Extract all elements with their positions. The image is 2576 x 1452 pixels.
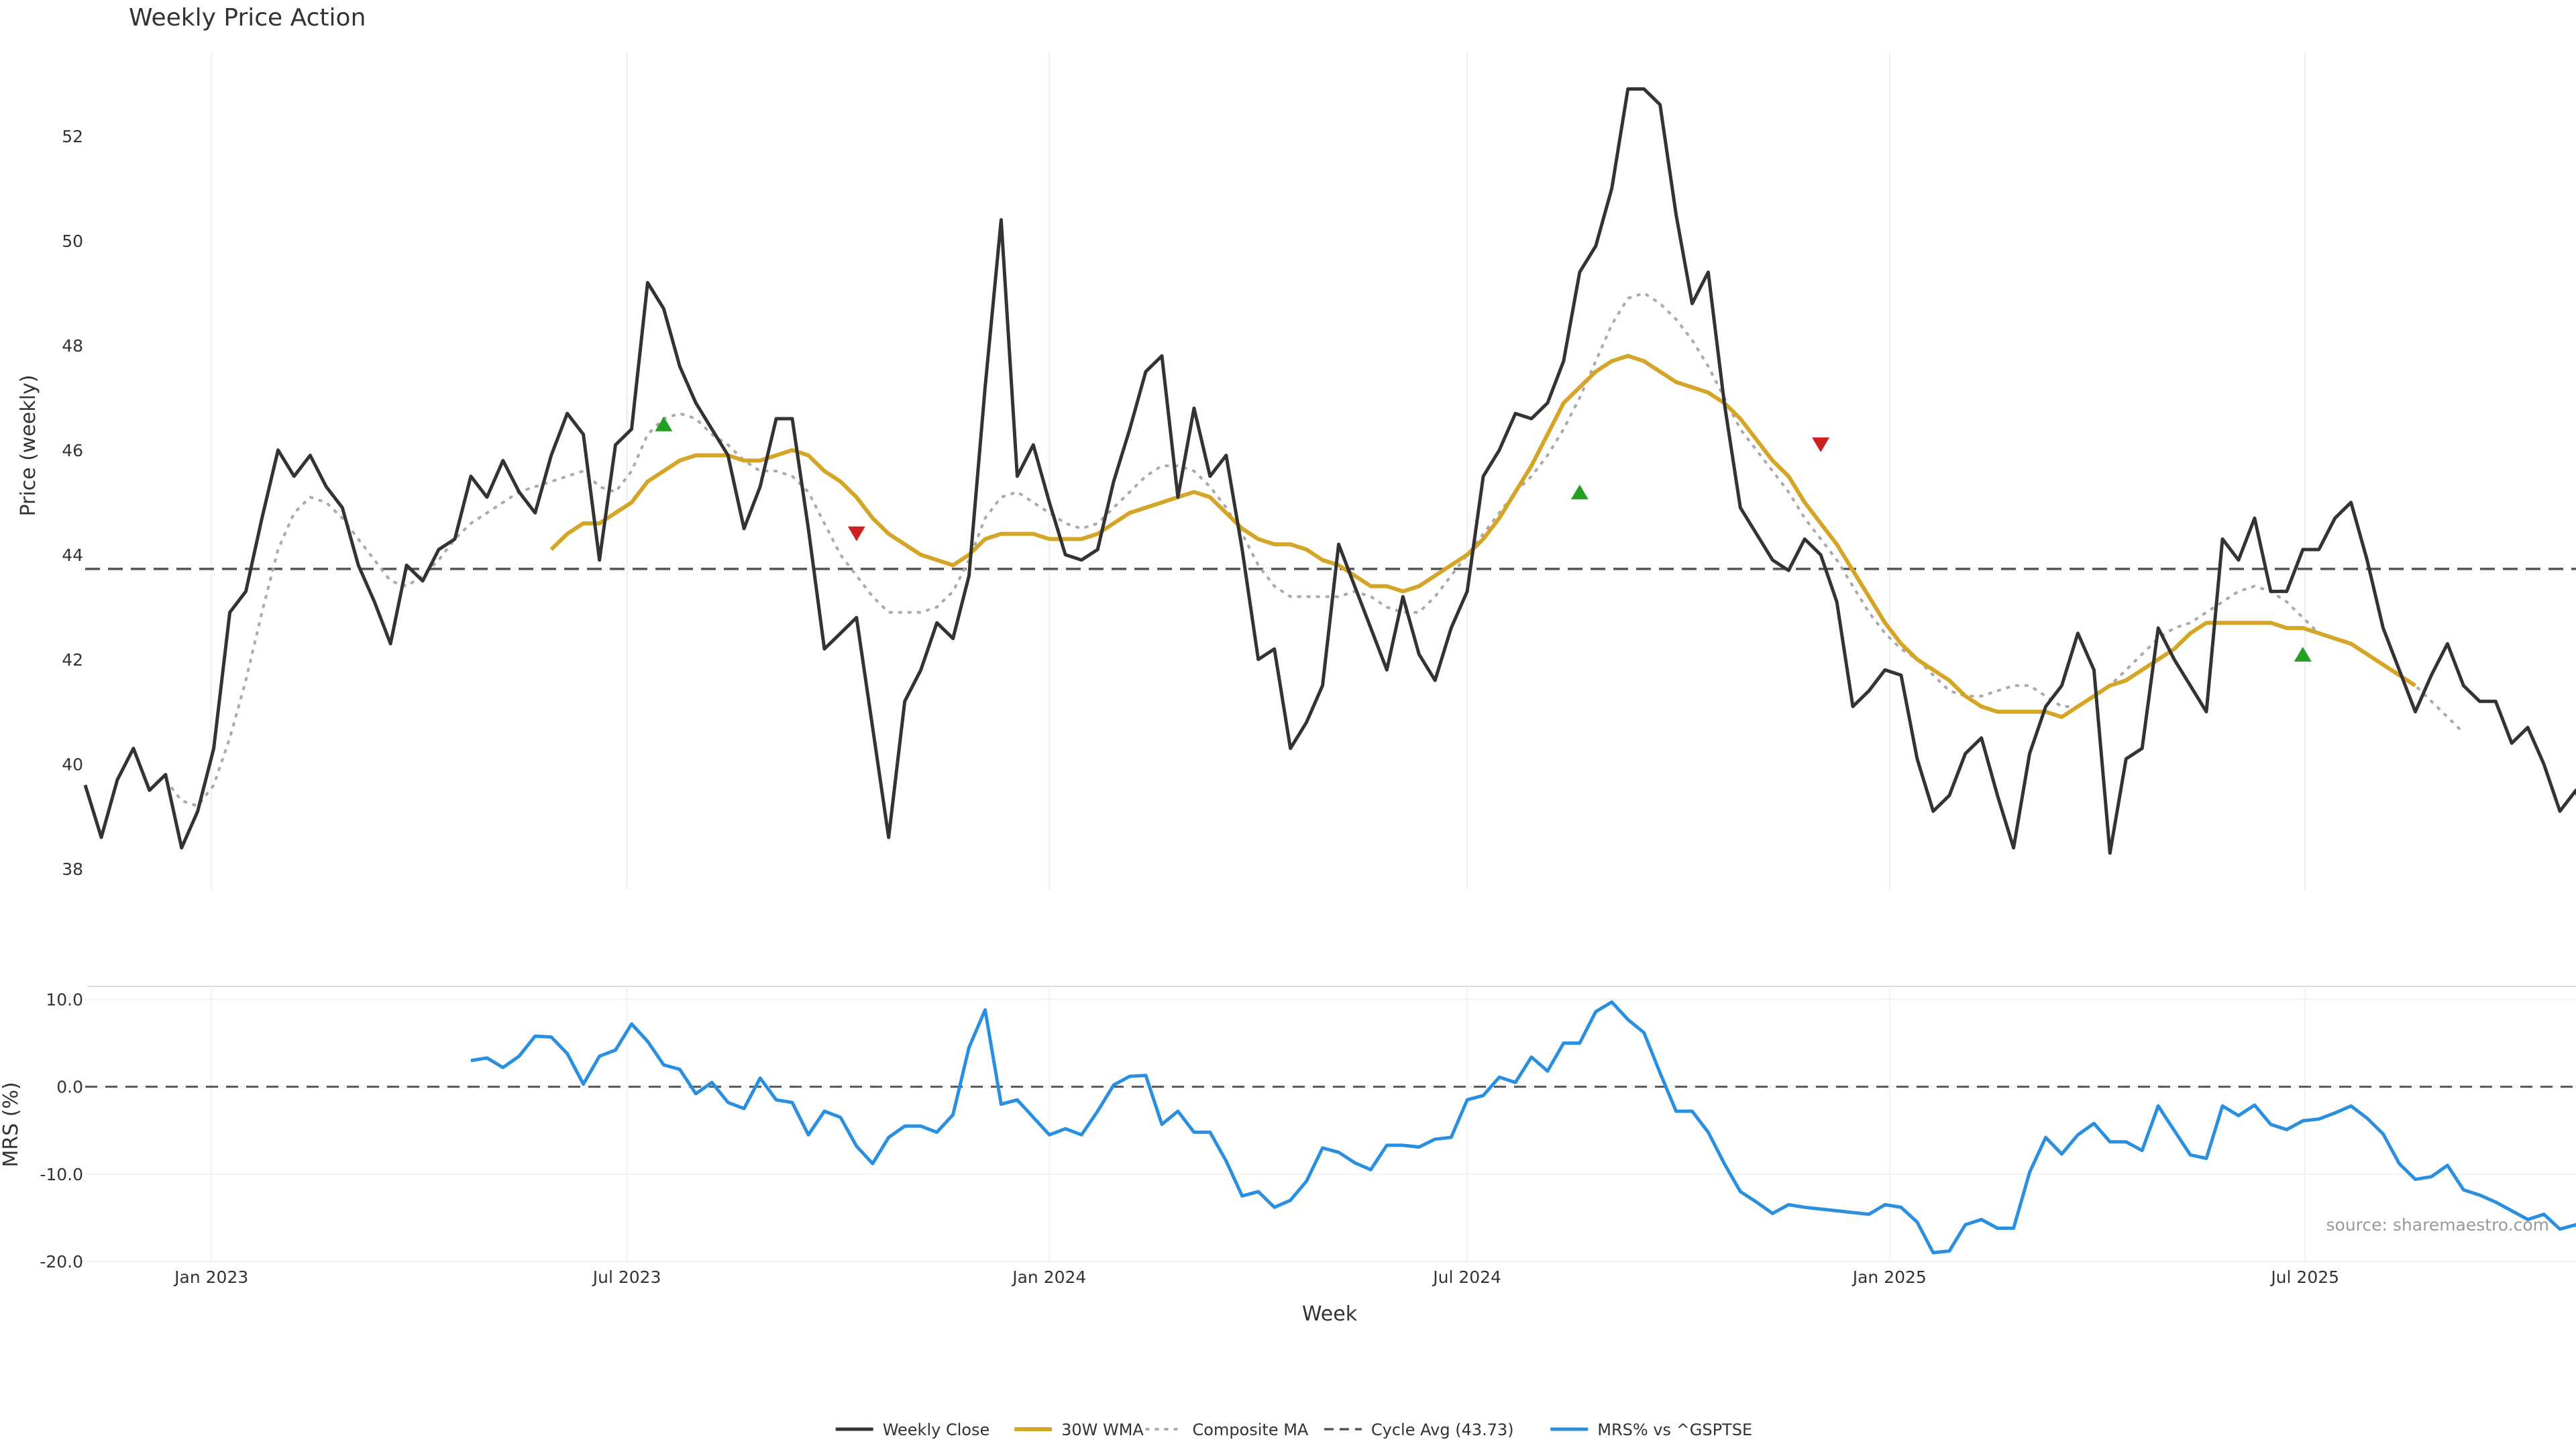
x-axis-label: Week bbox=[1302, 1302, 1358, 1326]
x-ticks: Jan 2023 Jul 2023 Jan 2024 Jul 2024 Jan 2025… bbox=[173, 1267, 2339, 1287]
legend-item-label: Weekly Close bbox=[883, 1420, 990, 1439]
mrs-y-axis-label: MRS (%) bbox=[0, 1082, 23, 1167]
price-grid bbox=[211, 52, 2306, 890]
price-y-axis-label: Price (weekly) bbox=[17, 374, 40, 516]
signal-up-marker bbox=[2294, 647, 2312, 662]
weekly-close-line bbox=[83, 87, 2576, 855]
price-y-tick-label: 50 bbox=[62, 231, 83, 251]
mrs-grid bbox=[85, 986, 2576, 1262]
signal-down-marker bbox=[847, 526, 865, 541]
mrs-series bbox=[85, 1000, 2576, 1255]
signal-up-marker bbox=[655, 416, 673, 431]
chart-title: Weekly Price Action bbox=[129, 4, 366, 32]
x-tick-label: Jul 2025 bbox=[2269, 1267, 2339, 1287]
signal-down-marker bbox=[1812, 437, 1830, 452]
wma-30w-line bbox=[549, 354, 2417, 719]
x-tick-label: Jan 2023 bbox=[173, 1267, 248, 1287]
price-y-tick-label: 38 bbox=[62, 860, 83, 879]
legend-item-label: MRS% vs ^GSPTSE bbox=[1597, 1420, 1752, 1439]
mrs-line bbox=[470, 1000, 2576, 1255]
price-y-tick-label: 46 bbox=[62, 441, 83, 460]
price-y-tick-label: 52 bbox=[62, 127, 83, 146]
price-y-tick-label: 48 bbox=[62, 336, 83, 356]
signal-up-marker bbox=[1570, 484, 1589, 500]
x-tick-label: Jul 2024 bbox=[1432, 1267, 1501, 1287]
legend-item-label: Cycle Avg (43.73) bbox=[1371, 1420, 1514, 1439]
legend: Weekly Close 30W WMA Composite MA Cycle Avg… bbox=[835, 1420, 1752, 1439]
mrs-y-tick-label: 0.0 bbox=[56, 1078, 83, 1097]
legend-item-label: 30W WMA bbox=[1061, 1420, 1144, 1439]
x-tick-label: Jan 2025 bbox=[1851, 1267, 1927, 1287]
mrs-y-tick-label: -10.0 bbox=[40, 1165, 83, 1184]
price-series bbox=[83, 87, 2576, 855]
mrs-y-ticks: 10.0 0.0 -10.0 -20.0 bbox=[40, 990, 83, 1272]
source-note: source: sharemaestro.com bbox=[2326, 1215, 2550, 1235]
price-y-tick-label: 40 bbox=[62, 755, 83, 774]
mrs-y-tick-label: 10.0 bbox=[46, 990, 83, 1010]
x-tick-label: Jul 2023 bbox=[592, 1267, 661, 1287]
price-y-tick-label: 42 bbox=[62, 650, 83, 670]
price-y-tick-label: 44 bbox=[62, 546, 83, 565]
mrs-y-tick-label: -20.0 bbox=[40, 1252, 83, 1272]
x-tick-label: Jan 2024 bbox=[1011, 1267, 1086, 1287]
legend-item-label: Composite MA bbox=[1193, 1420, 1309, 1439]
price-y-ticks: 38 40 42 44 46 48 50 52 bbox=[62, 127, 83, 879]
